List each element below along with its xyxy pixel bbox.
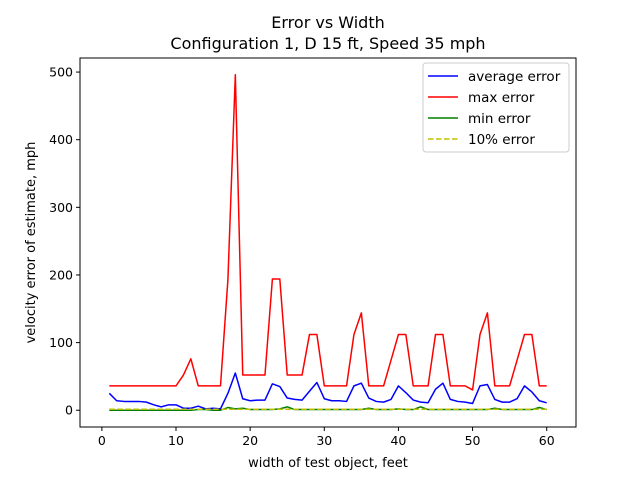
legend-label-2: max error (468, 90, 535, 106)
chart-title: Error vs Width (271, 13, 384, 32)
y-axis-label: velocity error of estimate, mph (24, 142, 39, 344)
series-layer (108, 74, 547, 411)
y-tick-label: 0 (65, 403, 73, 418)
series-line-1 (108, 372, 547, 410)
y-axis: 0 100 200 300 400 500 (49, 65, 80, 418)
series-line-2 (109, 74, 547, 391)
x-tick-label: 60 (539, 433, 555, 448)
x-axis-label: width of test object, feet (248, 456, 408, 471)
x-tick-label: 10 (168, 433, 184, 448)
x-tick-label: 40 (390, 433, 406, 448)
x-tick-label: 50 (465, 433, 481, 448)
y-tick-label: 200 (49, 267, 73, 282)
legend-box (422, 62, 570, 153)
legend-label-1: average error (468, 69, 561, 85)
legend: average error max error min error 10% error (422, 62, 570, 153)
legend-label-4: 10% error (468, 132, 535, 148)
y-tick-label: 300 (49, 200, 73, 215)
x-axis: 0 10 20 30 40 50 60 (98, 427, 555, 448)
y-tick-label: 400 (49, 132, 73, 147)
x-tick-label: 0 (98, 433, 106, 448)
x-tick-label: 20 (242, 433, 258, 448)
x-tick-label: 30 (316, 433, 332, 448)
y-tick-label: 500 (49, 65, 73, 80)
plot-frame (79, 57, 577, 428)
legend-label-3: min error (468, 111, 531, 127)
y-tick-label: 100 (49, 335, 73, 350)
chart-subtitle: Configuration 1, D 15 ft, Speed 35 mph (170, 34, 485, 53)
